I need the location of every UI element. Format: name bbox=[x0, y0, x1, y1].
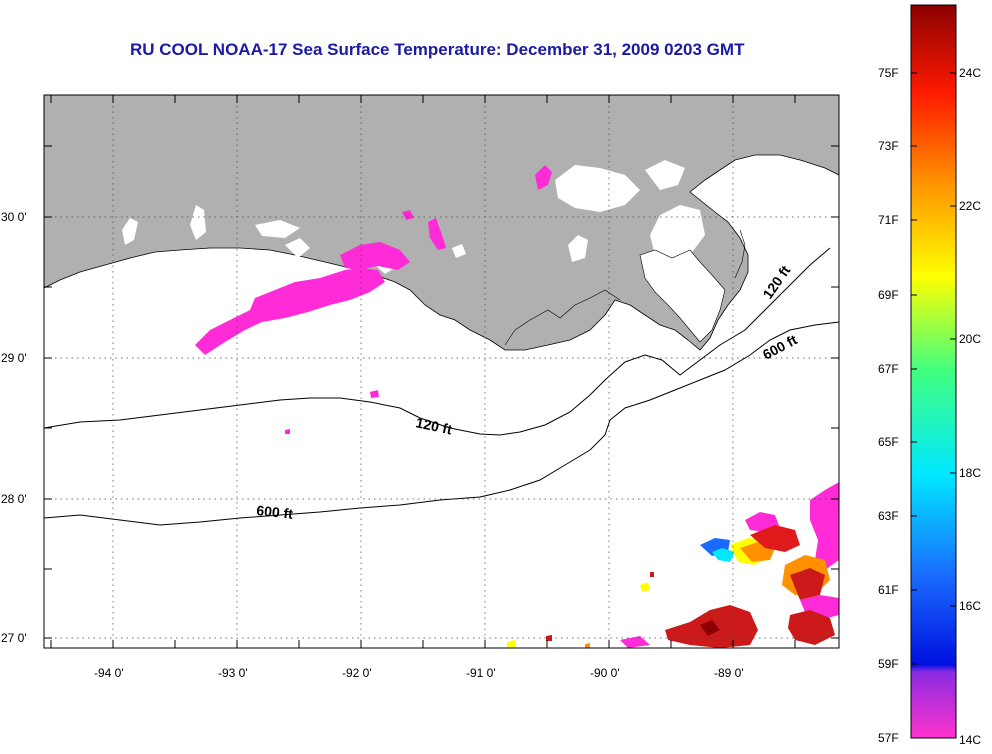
delta-marsh bbox=[734, 229, 746, 279]
colorbar-label-69f: 69F bbox=[878, 288, 899, 302]
colorbar-label-75f: 75F bbox=[878, 66, 899, 80]
cloud-patch bbox=[555, 165, 640, 212]
cloud-patch bbox=[452, 244, 466, 258]
lon-label-91: -91 0' bbox=[466, 666, 496, 680]
colorbar-label-24c: 24C bbox=[959, 66, 982, 80]
colorbar-label-22c: 22C bbox=[959, 199, 982, 213]
chart-title: RU COOL NOAA-17 Sea Surface Temperature:… bbox=[130, 40, 745, 59]
map-frame bbox=[43, 94, 840, 649]
colorbar-label-14c: 14C bbox=[959, 733, 982, 747]
isobath-label-600ft-west: 600 ft bbox=[256, 502, 294, 522]
cloud-patch bbox=[255, 220, 300, 238]
isobath-lines bbox=[44, 247, 839, 526]
lat-label-29: 29 0' bbox=[1, 351, 27, 365]
colorbar-label-59f: 59F bbox=[878, 657, 899, 671]
delta-marsh bbox=[639, 249, 726, 343]
lon-label-94: -94 0' bbox=[94, 666, 124, 680]
cloud-patch bbox=[122, 218, 138, 245]
cold-sst-patches bbox=[195, 165, 552, 434]
lat-label-30: 30 0' bbox=[1, 210, 27, 224]
lat-label-27: 27 0' bbox=[1, 631, 27, 645]
colorbar bbox=[910, 4, 957, 739]
grid bbox=[44, 95, 839, 648]
colorbar-label-65f: 65F bbox=[878, 435, 899, 449]
land-mass bbox=[44, 95, 839, 351]
colorbar-label-61f: 61F bbox=[878, 583, 899, 597]
tick-marks bbox=[44, 95, 839, 648]
colorbar-label-57f: 57F bbox=[878, 731, 899, 745]
colorbar-ticks bbox=[911, 72, 956, 665]
cloud-patch bbox=[568, 235, 588, 262]
colorbar-label-20c: 20C bbox=[959, 332, 982, 346]
lon-label-90: -90 0' bbox=[590, 666, 620, 680]
cloud-patch bbox=[645, 160, 685, 190]
colorbar-label-71f: 71F bbox=[878, 213, 899, 227]
lon-label-93: -93 0' bbox=[218, 666, 248, 680]
colorbar-label-18c: 18C bbox=[959, 466, 982, 480]
delta-marsh bbox=[504, 289, 621, 346]
offshore-sst-patches bbox=[507, 482, 839, 648]
colorbar-label-67f: 67F bbox=[878, 362, 899, 376]
isobath-label-120ft-central: 120 ft bbox=[414, 414, 453, 437]
lon-label-89: -89 0' bbox=[714, 666, 744, 680]
lon-label-92: -92 0' bbox=[342, 666, 372, 680]
colorbar-label-16c: 16C bbox=[959, 599, 982, 613]
cloud-patch bbox=[650, 205, 705, 265]
lat-label-28: 28 0' bbox=[1, 492, 27, 506]
cloud-patch bbox=[285, 238, 310, 258]
colorbar-label-63f: 63F bbox=[878, 509, 899, 523]
cloud-patch bbox=[190, 205, 206, 240]
colorbar-label-73f: 73F bbox=[878, 139, 899, 153]
